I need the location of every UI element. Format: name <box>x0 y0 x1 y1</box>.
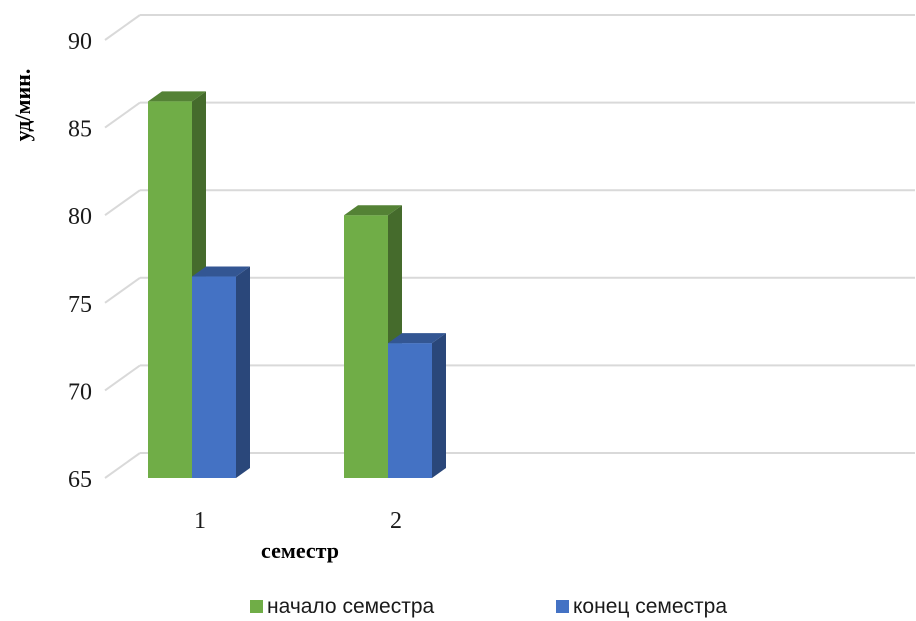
legend-swatch <box>556 600 569 613</box>
bar-top <box>148 91 206 102</box>
gridlines <box>104 14 915 479</box>
legend-item: начало семестра <box>250 595 435 618</box>
x-axis-title: семестр <box>261 538 339 563</box>
legend-label: конец семестра <box>573 595 727 618</box>
bar-top <box>192 266 250 277</box>
y-axis-title: уд/мин. <box>10 69 35 142</box>
gridline-depth <box>104 276 141 304</box>
gridline-depth <box>104 101 141 129</box>
x-tick-label: 2 <box>390 508 402 534</box>
legend-swatch <box>250 600 263 613</box>
bar <box>388 333 446 478</box>
gridline-depth <box>104 364 141 392</box>
y-tick-label: 75 <box>68 292 92 318</box>
bar-top <box>388 333 446 344</box>
bar-side <box>432 333 446 478</box>
y-tick-label: 65 <box>68 467 92 493</box>
bar-side <box>236 266 250 478</box>
bar-front <box>344 215 388 478</box>
bar-front <box>192 276 236 478</box>
gridline-depth <box>104 14 141 41</box>
bars <box>148 91 446 478</box>
legend-label: начало семестра <box>267 595 435 618</box>
bar <box>192 266 250 478</box>
y-tick-label: 80 <box>68 204 92 230</box>
gridline-depth <box>104 189 141 217</box>
bar-front <box>388 343 432 478</box>
y-tick-label: 70 <box>68 379 92 405</box>
y-tick-label: 85 <box>68 117 92 143</box>
y-axis-ticks: 65 70 75 80 85 90 <box>68 29 92 493</box>
y-tick-label: 90 <box>68 29 92 55</box>
bar-front <box>148 101 192 478</box>
bar-top <box>344 205 402 216</box>
gridline-depth <box>104 452 141 479</box>
legend-item: конец семестра <box>556 595 727 618</box>
legend: начало семестра конец семестра <box>250 595 727 618</box>
x-tick-label: 1 <box>194 508 206 534</box>
